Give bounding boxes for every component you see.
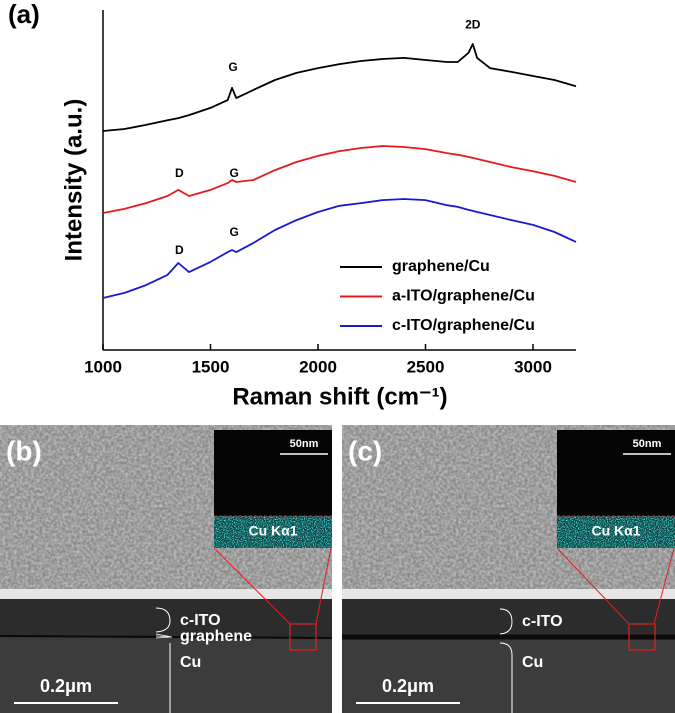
ito-layer (0, 599, 332, 637)
legend-label: a-ITO/graphene/Cu (392, 288, 535, 305)
zoom-line (213, 547, 291, 625)
y-axis-label: Intensity (a.u.) (60, 99, 87, 262)
inset-element-label: Cu Kα1 (248, 523, 297, 539)
ito-layer (342, 599, 675, 635)
zoom-line (653, 547, 675, 625)
eds-dots (557, 516, 675, 548)
x-tick-label: 1500 (192, 357, 230, 376)
series-line (102, 198, 577, 299)
x-tick-label: 3000 (514, 357, 552, 376)
peak-label: G (229, 225, 238, 239)
layer-label: Cu (180, 654, 201, 671)
bracket (499, 642, 513, 713)
inset-element-label: Cu Kα1 (591, 523, 640, 539)
layer-label: graphene (180, 628, 252, 645)
zoom-box (628, 623, 656, 651)
panel-label: (a) (8, 0, 40, 29)
legend-label: graphene/Cu (392, 258, 490, 275)
x-axis-label: Raman shift (cm⁻¹) (232, 383, 447, 410)
peak-label: G (229, 166, 238, 180)
bracket-tick (155, 636, 173, 639)
bright-edge (342, 589, 675, 599)
bright-edge (0, 589, 332, 599)
zoom-line (556, 547, 630, 625)
inset-scale-label: 50nm (290, 438, 319, 450)
series-line (102, 43, 577, 132)
peak-label: G (228, 60, 237, 74)
x-tick-label: 1000 (84, 357, 122, 376)
peak-label: D (175, 243, 184, 257)
cu-substrate (342, 641, 675, 713)
layer-label: Cu (522, 654, 543, 671)
bracket (499, 608, 513, 635)
x-tick-label: 2500 (407, 357, 445, 376)
peak-label: 2D (465, 17, 481, 31)
panel-label: (c) (348, 435, 382, 466)
x-tick-label: 2000 (299, 357, 337, 376)
eds-dots (214, 516, 332, 548)
micrograph: 50nm Cu Kα1 (c) c-ITO Cu 0.2μm (342, 425, 675, 713)
panel-label: (b) (6, 435, 42, 466)
layer-label: c-ITO (522, 613, 563, 630)
cu-substrate (0, 641, 332, 713)
series-line (102, 145, 577, 214)
zoom-box (289, 623, 317, 651)
scale-bar-label: 0.2μm (40, 676, 92, 696)
layer-label: c-ITO (180, 612, 221, 629)
scale-bar-label: 0.2μm (382, 676, 434, 696)
inset-scale-label: 50nm (633, 438, 662, 450)
legend-label: c-ITO/graphene/Cu (392, 317, 535, 334)
zoom-line (315, 547, 332, 625)
peak-label: D (175, 166, 184, 180)
bracket (155, 607, 171, 633)
